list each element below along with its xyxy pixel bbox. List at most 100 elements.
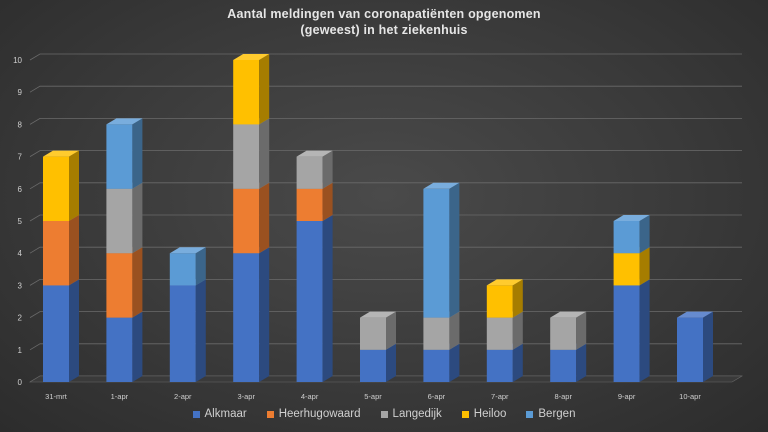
bar-segment: [43, 215, 79, 286]
legend-label: Heiloo: [473, 408, 507, 420]
x-tick-label: 10-apr: [679, 392, 701, 401]
bar-stack-6-apr: [423, 182, 460, 382]
bar-front: [233, 60, 260, 125]
chart-title-line-2: (geweest) in het ziekenhuis: [300, 23, 468, 37]
bar-stack-7-apr: [486, 279, 523, 382]
bar-front: [106, 253, 133, 318]
bar-front: [613, 285, 640, 382]
gridline: [29, 182, 742, 190]
y-tick-label: 1: [18, 346, 23, 355]
chart-title-line-1: Aantal meldingen van coronapatiënten opg…: [227, 7, 541, 21]
bar-side: [449, 343, 460, 382]
bar-segment: [486, 279, 523, 318]
bar-stack-1-apr: [106, 118, 143, 382]
bar-segment: [550, 311, 587, 350]
bar-side: [512, 311, 523, 350]
bar-segment: [296, 215, 333, 382]
x-tick-label: 7-apr: [491, 392, 509, 401]
bar-segment: [613, 279, 650, 382]
bar-side: [259, 182, 270, 254]
legend: Alkmaar Heerhugowaard Langedijk Heiloo Berge…: [0, 408, 768, 420]
bar-front: [360, 317, 386, 350]
bar-front: [233, 253, 260, 382]
bar-front: [106, 124, 133, 189]
legend-item: Bergen: [526, 408, 575, 420]
bar-side: [132, 247, 143, 318]
x-tick-label: 4-apr: [301, 392, 319, 401]
chart-title: Aantal meldingen van coronapatiënten opg…: [0, 6, 768, 38]
y-axis-ticks: 0 1 2 3 4 5 6 7 8 9 10: [13, 56, 22, 387]
bar-stack-5-apr: [360, 311, 396, 382]
bar-top: [550, 311, 587, 318]
bar-front: [613, 221, 640, 254]
bar-side: [132, 311, 143, 382]
bar-side: [449, 182, 460, 318]
legend-label: Alkmaar: [204, 408, 247, 420]
bar-front: [296, 221, 323, 382]
bar-top: [106, 118, 143, 125]
bar-segment: [106, 182, 143, 254]
legend-item: Alkmaar: [192, 408, 247, 420]
bar-stack-3-apr: [233, 54, 270, 382]
bar-stack-10-apr: [677, 311, 713, 382]
gridline: [29, 85, 742, 93]
bar-side: [512, 279, 523, 318]
bar-side: [259, 54, 270, 125]
bar-side: [639, 215, 650, 254]
bar-side: [322, 215, 333, 382]
bar-top: [423, 182, 460, 189]
bar-side: [639, 247, 650, 286]
gridline: [29, 214, 742, 222]
bar-segment: [43, 150, 79, 221]
bar-side: [69, 215, 79, 286]
bar-top: [613, 215, 650, 221]
bar-stack-31-mrt: [43, 150, 79, 382]
bar-side: [576, 343, 587, 382]
y-tick-label: 4: [18, 249, 23, 258]
bar-front: [423, 349, 450, 382]
bar-front: [360, 349, 386, 382]
bar-side: [449, 311, 460, 350]
legend-swatch: [380, 410, 388, 418]
x-tick-label: 2-apr: [174, 392, 192, 401]
bar-side: [639, 279, 650, 382]
bar-top: [43, 150, 79, 157]
legend-swatch: [266, 410, 274, 418]
legend-item: Langedijk: [380, 408, 442, 420]
bar-top: [677, 311, 713, 318]
bar-segment: [296, 150, 333, 189]
bar-top: [296, 150, 333, 157]
bar-side: [69, 150, 79, 221]
bar-segment: [106, 118, 143, 189]
bar-segment: [233, 118, 270, 189]
bar-front: [43, 285, 69, 382]
bar-side: [69, 279, 79, 382]
bar-side: [195, 279, 206, 382]
legend-label: Langedijk: [392, 408, 442, 420]
bar-side: [322, 182, 333, 221]
legend-swatch: [192, 410, 200, 418]
bar-front: [423, 188, 450, 318]
bar-front: [550, 349, 577, 382]
bar-front: [550, 317, 577, 350]
x-tick-label: 31-mrt: [45, 392, 68, 401]
y-tick-label: 0: [18, 378, 23, 387]
legend-swatch: [461, 410, 469, 418]
bar-front: [233, 188, 260, 254]
bar-front: [613, 253, 640, 286]
bar-segment: [233, 54, 270, 125]
bar-front: [43, 221, 69, 286]
x-axis-ticks: 31-mrt 1-apr 2-apr 3-apr 4-apr 5-apr 6-apr 7-ap…: [45, 392, 701, 401]
bar-side: [132, 182, 143, 254]
bar-side: [512, 343, 523, 382]
bar-segment: [106, 311, 143, 382]
bar-front: [43, 156, 69, 221]
bar-segment: [613, 215, 650, 254]
bar-segment: [106, 247, 143, 318]
bar-front: [486, 317, 513, 350]
bar-side: [703, 311, 713, 382]
legend-label: Bergen: [538, 408, 576, 420]
bar-top: [486, 279, 523, 286]
bar-stack-8-apr: [550, 311, 587, 382]
